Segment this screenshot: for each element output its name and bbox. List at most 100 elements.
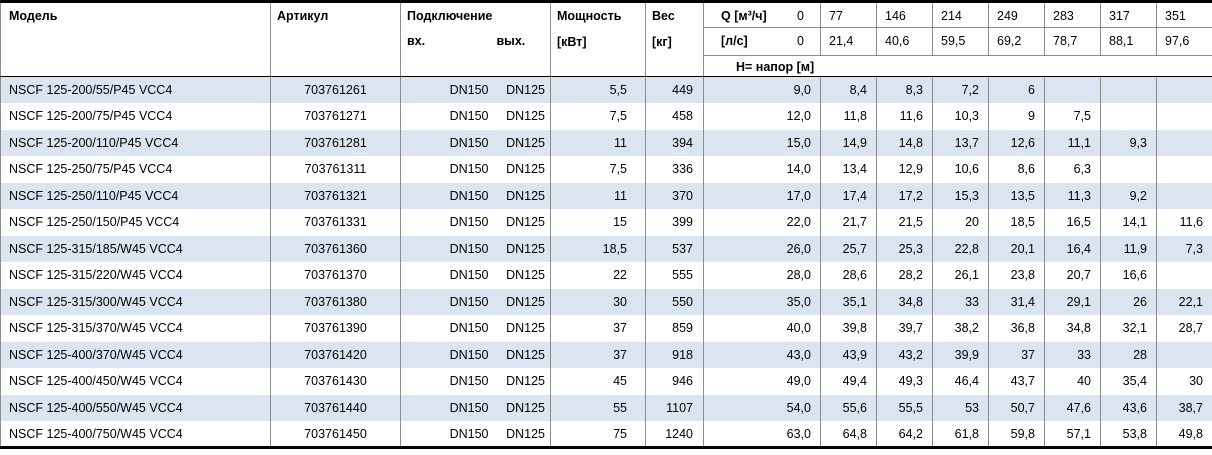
model-cell: NSCF 125-315/370/W45 VCC4 bbox=[0, 315, 271, 342]
inlet-connection-cell: DN150 bbox=[400, 156, 491, 183]
head-cell: 28 bbox=[1100, 341, 1157, 368]
weight-cell: 946 bbox=[645, 368, 704, 395]
head-cell bbox=[1156, 76, 1212, 103]
head-q0-cell: 9,0 bbox=[703, 76, 821, 103]
head-cell: 26,1 bbox=[932, 262, 989, 289]
weight-cell: 370 bbox=[645, 182, 704, 209]
head-cell: 55,6 bbox=[820, 394, 877, 421]
head-q0-cell: 26,0 bbox=[703, 235, 821, 262]
power-cell: 11 bbox=[550, 182, 646, 209]
head-q0-cell: 63,0 bbox=[703, 421, 821, 448]
power-cell: 7,5 bbox=[550, 156, 646, 183]
table-row: NSCF 125-315/220/W45 VCC4 703761370 DN15… bbox=[0, 262, 1212, 289]
head-cell: 55,5 bbox=[876, 394, 933, 421]
head-cell: 21,7 bbox=[820, 209, 877, 236]
inlet-connection-cell: DN150 bbox=[400, 315, 491, 342]
head-cell: 14,9 bbox=[820, 129, 877, 156]
head-cell: 9,2 bbox=[1100, 182, 1157, 209]
header-flow-col-6-ls: 88,1 bbox=[1100, 27, 1157, 56]
header-flow-col-3-m3h: 214 bbox=[932, 1, 989, 28]
article-cell: 703761360 bbox=[270, 235, 401, 262]
head-cell: 14,1 bbox=[1100, 209, 1157, 236]
head-cell: 11,9 bbox=[1100, 235, 1157, 262]
head-cell: 11,6 bbox=[1156, 209, 1212, 236]
head-cell bbox=[1100, 76, 1157, 103]
outlet-connection-cell: DN125 bbox=[506, 294, 545, 309]
head-cell: 28,6 bbox=[820, 262, 877, 289]
head-cell: 22,1 bbox=[1156, 288, 1212, 315]
head-q0-cell: 14,0 bbox=[703, 156, 821, 183]
head-cell bbox=[1156, 103, 1212, 130]
head-cell: 59,8 bbox=[988, 421, 1045, 448]
head-cell: 30 bbox=[1156, 368, 1212, 395]
power-cell: 37 bbox=[550, 315, 646, 342]
weight-cell: 1240 bbox=[645, 421, 704, 448]
model-cell: NSCF 125-250/150/P45 VCC4 bbox=[0, 209, 271, 236]
header-power-label: Мощность bbox=[557, 9, 622, 23]
head-cell: 43,6 bbox=[1100, 394, 1157, 421]
head-cell: 64,8 bbox=[820, 421, 877, 448]
head-cell: 18,5 bbox=[988, 209, 1045, 236]
head-cell: 11,3 bbox=[1044, 182, 1101, 209]
head-cell bbox=[1044, 76, 1101, 103]
flow-ls-label: [л/с] bbox=[721, 34, 748, 48]
head-q0-cell: 43,0 bbox=[703, 341, 821, 368]
power-cell: 18,5 bbox=[550, 235, 646, 262]
table-row: NSCF 125-400/550/W45 VCC4 703761440 DN15… bbox=[0, 394, 1212, 421]
article-cell: 703761390 bbox=[270, 315, 401, 342]
head-cell: 10,3 bbox=[932, 103, 989, 130]
head-cell: 39,9 bbox=[932, 341, 989, 368]
head-cell: 39,7 bbox=[876, 315, 933, 342]
model-cell: NSCF 125-400/550/W45 VCC4 bbox=[0, 394, 271, 421]
article-cell: 703761331 bbox=[270, 209, 401, 236]
header-weight: Вес [кг] bbox=[645, 1, 704, 77]
head-cell: 43,9 bbox=[820, 341, 877, 368]
header-model: Модель bbox=[0, 1, 271, 77]
header-flow-col-2-ls: 40,6 bbox=[876, 27, 933, 56]
table-row: NSCF 125-250/150/P45 VCC4 703761331 DN15… bbox=[0, 209, 1212, 236]
article-cell: 703761261 bbox=[270, 76, 401, 103]
header-connection: Подключение bbox=[400, 1, 551, 28]
weight-cell: 918 bbox=[645, 341, 704, 368]
power-cell: 22 bbox=[550, 262, 646, 289]
power-cell: 37 bbox=[550, 341, 646, 368]
table-body: NSCF 125-200/55/P45 VCC4 703761261 DN150… bbox=[0, 76, 1212, 448]
article-cell: 703761450 bbox=[270, 421, 401, 448]
header-flow-m3h: Q [м³/ч] 0 bbox=[703, 1, 821, 28]
head-q0-cell: 22,0 bbox=[703, 209, 821, 236]
power-cell: 45 bbox=[550, 368, 646, 395]
head-cell bbox=[1100, 103, 1157, 130]
table-row: NSCF 125-400/450/W45 VCC4 703761430 DN15… bbox=[0, 368, 1212, 395]
inlet-connection-cell: DN150 bbox=[400, 394, 491, 421]
head-cell: 43,2 bbox=[876, 341, 933, 368]
outlet-connection-cell: DN125 bbox=[506, 321, 545, 336]
head-cell: 13,7 bbox=[932, 129, 989, 156]
head-cell: 11,1 bbox=[1044, 129, 1101, 156]
head-cell: 33 bbox=[932, 288, 989, 315]
head-cell: 17,2 bbox=[876, 182, 933, 209]
head-cell bbox=[1156, 129, 1212, 156]
article-cell: 703761370 bbox=[270, 262, 401, 289]
head-cell: 61,8 bbox=[932, 421, 989, 448]
weight-cell: 537 bbox=[645, 235, 704, 262]
head-cell: 49,8 bbox=[1156, 421, 1212, 448]
table-row: NSCF 125-400/370/W45 VCC4 703761420 DN15… bbox=[0, 341, 1212, 368]
head-cell: 10,6 bbox=[932, 156, 989, 183]
head-cell: 15,3 bbox=[932, 182, 989, 209]
head-cell: 8,6 bbox=[988, 156, 1045, 183]
head-cell bbox=[1156, 262, 1212, 289]
head-cell: 13,5 bbox=[988, 182, 1045, 209]
head-cell: 16,5 bbox=[1044, 209, 1101, 236]
header-flow-col-5-m3h: 283 bbox=[1044, 1, 1101, 28]
head-cell: 9,3 bbox=[1100, 129, 1157, 156]
head-cell: 25,7 bbox=[820, 235, 877, 262]
head-cell: 35,4 bbox=[1100, 368, 1157, 395]
header-row-2: вх. вых. [л/с] 0 21,4 40,6 59,5 69,2 78,… bbox=[1, 27, 1212, 77]
inlet-connection-cell: DN150 bbox=[400, 76, 491, 103]
head-q0-cell: 12,0 bbox=[703, 103, 821, 130]
head-q0-cell: 28,0 bbox=[703, 262, 821, 289]
head-q0-cell: 49,0 bbox=[703, 368, 821, 395]
head-cell: 26 bbox=[1100, 288, 1157, 315]
outlet-connection-cell: DN125 bbox=[506, 215, 545, 230]
model-cell: NSCF 125-200/110/P45 VCC4 bbox=[0, 129, 271, 156]
